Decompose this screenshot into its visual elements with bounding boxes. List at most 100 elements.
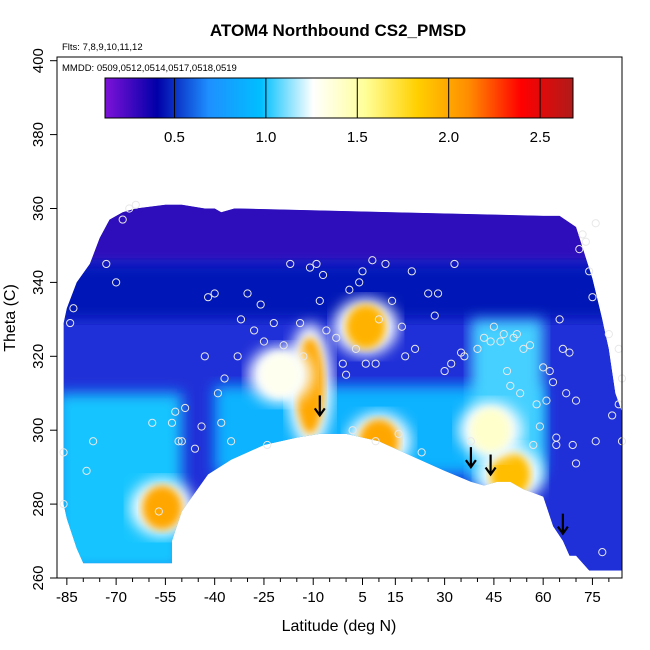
arrow-head xyxy=(556,526,569,536)
flights-label: Flts: 7,8,9,10,11,12 xyxy=(62,42,143,53)
data-point xyxy=(131,200,140,209)
data-point xyxy=(374,315,384,324)
data-point xyxy=(371,437,380,446)
arrow-head xyxy=(313,407,326,418)
data-point xyxy=(167,418,177,427)
data-point xyxy=(371,359,380,368)
data-point xyxy=(532,400,541,409)
down-arrow xyxy=(484,454,497,477)
data-point xyxy=(552,440,561,450)
data-point xyxy=(410,344,420,354)
data-point xyxy=(315,296,324,305)
data-point xyxy=(424,289,433,298)
data-point xyxy=(345,285,354,294)
data-point xyxy=(535,422,544,431)
data-point xyxy=(608,411,617,420)
data-point xyxy=(486,337,495,346)
data-point xyxy=(236,315,246,324)
x-tick-label: 75 xyxy=(584,589,601,606)
data-point xyxy=(148,418,157,427)
down-arrow xyxy=(464,447,477,470)
data-point xyxy=(197,422,206,431)
data-point xyxy=(479,333,489,342)
data-point xyxy=(259,337,269,346)
hot-spot xyxy=(345,304,386,349)
data-point xyxy=(394,429,403,438)
data-point xyxy=(496,337,505,346)
data-point xyxy=(213,389,223,398)
arrow-head xyxy=(464,459,477,470)
data-point xyxy=(460,352,469,361)
data-point xyxy=(66,318,75,328)
data-point xyxy=(181,403,190,413)
data-point xyxy=(348,426,357,435)
data-point xyxy=(59,448,68,457)
x-tick-label: 5 xyxy=(358,589,366,606)
data-point xyxy=(506,381,515,390)
data-point xyxy=(548,378,558,387)
data-point xyxy=(571,459,581,468)
hot-spot xyxy=(142,485,183,530)
data-point xyxy=(539,363,548,372)
data-point xyxy=(585,267,594,276)
data-point xyxy=(217,418,226,427)
data-point xyxy=(118,215,127,224)
data-point xyxy=(69,304,78,313)
data-point xyxy=(174,437,183,446)
x-tick-label: -40 xyxy=(204,589,226,606)
data-point xyxy=(562,389,571,398)
colorbar-tick-label: 0.5 xyxy=(164,129,185,146)
x-tick-label: 30 xyxy=(436,589,453,606)
arrow-head xyxy=(484,466,497,477)
data-point xyxy=(358,267,367,276)
data-point xyxy=(226,437,236,446)
data-point xyxy=(568,440,577,450)
colorbar-tick-label: 1.0 xyxy=(255,129,276,146)
x-tick-label: -85 xyxy=(56,589,78,606)
data-point xyxy=(322,326,331,335)
y-tick-label: 280 xyxy=(30,492,47,517)
data-point xyxy=(581,237,590,246)
data-point xyxy=(473,344,482,354)
data-point xyxy=(249,326,259,335)
x-tick-label: -10 xyxy=(302,589,324,606)
dates-label: MMDD: 0509,0512,0514,0517,0518,0519 xyxy=(62,63,237,74)
data-point xyxy=(59,499,68,509)
y-tick-label: 380 xyxy=(30,122,47,147)
data-point xyxy=(233,352,242,361)
data-point xyxy=(591,219,600,228)
x-tick-label: 15 xyxy=(387,589,404,606)
x-axis: -85 -70 -55 -40 -25 -10 5 15 30 45 60 75 xyxy=(56,577,610,606)
colorbar-bar xyxy=(104,77,574,119)
data-point xyxy=(447,359,456,368)
data-point xyxy=(433,289,443,298)
data-point xyxy=(279,341,288,350)
data-point xyxy=(299,352,308,361)
data-point xyxy=(440,366,449,376)
x-tick-label: -25 xyxy=(253,589,275,606)
data-point xyxy=(387,296,397,305)
data-point xyxy=(112,278,121,287)
data-point xyxy=(318,270,328,280)
data-point xyxy=(341,370,351,379)
down-arrow xyxy=(313,395,326,418)
data-point xyxy=(210,289,219,298)
data-point xyxy=(516,389,525,398)
data-point xyxy=(555,315,564,324)
data-point xyxy=(204,293,213,302)
data-point xyxy=(355,278,364,287)
colorbar: 0.5 1.0 1.5 2.0 2.5 xyxy=(104,77,574,146)
data-point xyxy=(542,396,551,405)
data-point xyxy=(565,348,574,357)
data-point xyxy=(466,437,475,446)
data-point xyxy=(125,204,134,213)
data-point xyxy=(263,440,272,450)
data-point xyxy=(286,259,295,269)
data-point xyxy=(489,322,498,331)
data-point xyxy=(529,440,538,450)
data-point xyxy=(243,289,252,298)
data-point xyxy=(220,374,229,383)
y-tick-label: 300 xyxy=(30,418,47,443)
data-point xyxy=(430,311,439,320)
data-point xyxy=(200,352,209,361)
